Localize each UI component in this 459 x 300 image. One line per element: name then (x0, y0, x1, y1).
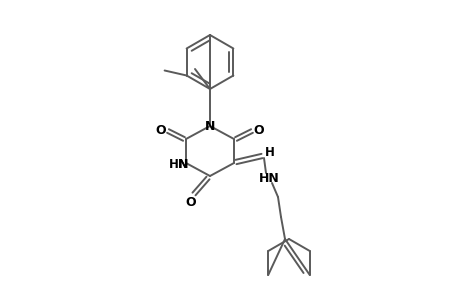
Text: N: N (204, 119, 215, 133)
Text: HN: HN (258, 172, 279, 185)
Text: O: O (185, 196, 196, 209)
Text: O: O (253, 124, 264, 136)
Text: O: O (155, 124, 166, 136)
Text: N: N (178, 158, 188, 170)
Text: N: N (178, 158, 188, 170)
Text: H: H (264, 146, 274, 158)
Text: H: H (169, 158, 179, 172)
